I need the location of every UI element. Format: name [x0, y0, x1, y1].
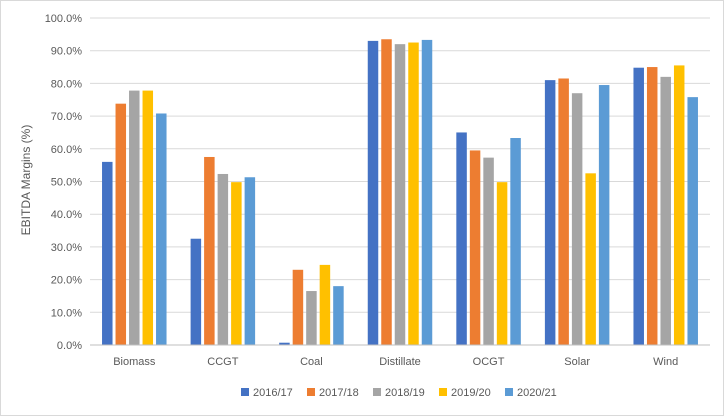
bar-ocgt-2017-18: [469, 150, 481, 345]
bar-distillate-2016-17: [367, 40, 379, 345]
x-category-label: OCGT: [473, 356, 505, 368]
bar-ccgt-2020-21: [244, 177, 256, 345]
x-category-label: Coal: [300, 356, 323, 368]
bar-ccgt-2018-19: [217, 173, 229, 345]
bar-wind-2018-19: [660, 76, 671, 346]
y-tick-label: 10.0%: [51, 307, 82, 319]
y-tick-label: 100.0%: [45, 13, 83, 25]
legend: 2016/17 2017/18 2018/19 2019/20 2020/21: [241, 387, 557, 399]
bar-ccgt-2019-20: [231, 182, 242, 345]
y-tick-label: 20.0%: [51, 275, 82, 287]
bar-distillate-2017-18: [381, 39, 392, 345]
legend-swatch: [307, 388, 315, 396]
bar-coal-2020-21: [333, 286, 344, 345]
bar-wind-2020-21: [687, 97, 698, 345]
bars: [102, 39, 698, 346]
bar-ocgt-2020-21: [510, 138, 521, 345]
x-category-label: Distillate: [379, 356, 421, 368]
legend-label: 2018/19: [385, 387, 425, 399]
y-tick-label: 70.0%: [51, 111, 82, 123]
bar-ocgt-2016-17: [456, 132, 467, 345]
y-tick-label: 50.0%: [51, 177, 82, 189]
bar-coal-2017-18: [292, 269, 304, 345]
bar-biomass-2019-20: [142, 90, 154, 346]
bar-coal-2019-20: [319, 264, 331, 345]
bar-biomass-2017-18: [115, 103, 127, 345]
bar-solar-2017-18: [558, 78, 569, 346]
y-tick-label: 40.0%: [51, 209, 82, 221]
legend-swatch: [439, 388, 447, 396]
legend-swatch: [241, 388, 249, 396]
legend-label: 2016/17: [253, 387, 293, 399]
bar-wind-2016-17: [633, 67, 644, 345]
legend-label: 2019/20: [451, 387, 491, 399]
bar-ccgt-2016-17: [190, 238, 202, 345]
legend-label: 2017/18: [319, 387, 359, 399]
y-tick-label: 60.0%: [51, 144, 82, 156]
bar-solar-2016-17: [544, 80, 556, 345]
bar-ocgt-2019-20: [496, 182, 508, 345]
bar-solar-2020-21: [598, 85, 610, 345]
bar-solar-2019-20: [585, 173, 596, 345]
bar-biomass-2020-21: [156, 113, 167, 345]
y-tick-label: 30.0%: [51, 242, 82, 254]
bar-biomass-2016-17: [102, 161, 113, 345]
legend-swatch: [505, 388, 513, 396]
bar-distillate-2018-19: [394, 44, 406, 345]
bar-wind-2017-18: [646, 67, 658, 346]
bar-ocgt-2018-19: [483, 157, 494, 345]
bar-biomass-2018-19: [129, 90, 140, 346]
x-category-label: CCGT: [207, 356, 238, 368]
y-axis-ticks: 0.0% 10.0% 20.0% 30.0% 40.0% 50.0% 60.0% 70.0% 8…: [45, 13, 83, 352]
bar-solar-2018-19: [571, 93, 583, 346]
legend-label: 2020/21: [517, 387, 557, 399]
y-tick-label: 80.0%: [51, 78, 82, 90]
x-category-label: Biomass: [113, 356, 156, 368]
x-category-label: Wind: [653, 356, 678, 368]
bar-distillate-2020-21: [421, 39, 433, 346]
bar-coal-2018-19: [306, 291, 317, 345]
legend-swatch: [373, 388, 381, 396]
y-tick-label: 90.0%: [51, 46, 82, 58]
y-axis-label: EBITDA Margins (%): [19, 125, 33, 236]
x-axis-categories: Biomass CCGT Coal Distillate OCGT Solar Wind: [113, 356, 678, 368]
bar-ccgt-2017-18: [204, 156, 215, 345]
x-category-label: Solar: [564, 356, 590, 368]
bar-wind-2019-20: [673, 65, 685, 345]
y-tick-label: 0.0%: [57, 340, 82, 352]
bar-distillate-2019-20: [408, 42, 419, 346]
bar-coal-2016-17: [279, 342, 290, 345]
